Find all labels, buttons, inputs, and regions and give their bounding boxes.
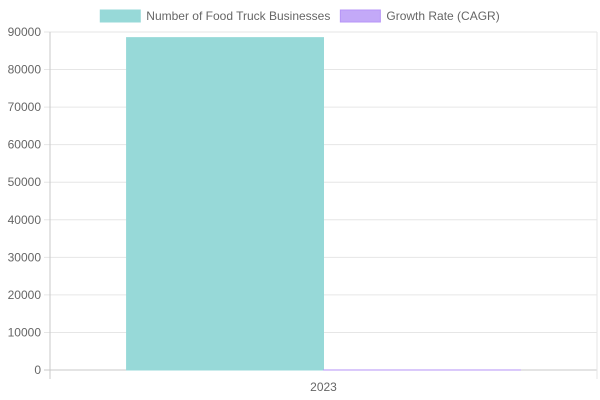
y-tick-label: 50000 bbox=[8, 175, 42, 189]
legend-swatch[interactable] bbox=[99, 9, 141, 23]
y-tick-label: 80000 bbox=[8, 63, 42, 77]
y-tick-label: 10000 bbox=[8, 325, 42, 339]
y-tick-label: 70000 bbox=[8, 100, 42, 114]
y-tick-label: 60000 bbox=[8, 138, 42, 152]
bar-food-truck-businesses[interactable] bbox=[126, 37, 324, 371]
y-tick-label: 0 bbox=[34, 363, 41, 377]
y-tick-label: 20000 bbox=[8, 288, 42, 302]
bars bbox=[126, 37, 521, 371]
legend-label[interactable]: Growth Rate (CAGR) bbox=[386, 9, 499, 23]
legend: Number of Food Truck Businesses Growth Ra… bbox=[99, 9, 500, 23]
legend-swatch[interactable] bbox=[339, 9, 381, 23]
x-tick-label: 2023 bbox=[310, 380, 337, 394]
y-tick-label: 30000 bbox=[8, 250, 42, 264]
y-tick-label: 90000 bbox=[8, 25, 42, 39]
x-axis: 2023 bbox=[49, 32, 598, 394]
y-tick-label: 40000 bbox=[8, 213, 42, 227]
y-axis: 0 10000 20000 30000 40000 50000 60000 70000 8000… bbox=[8, 25, 51, 379]
legend-label[interactable]: Number of Food Truck Businesses bbox=[146, 9, 330, 23]
